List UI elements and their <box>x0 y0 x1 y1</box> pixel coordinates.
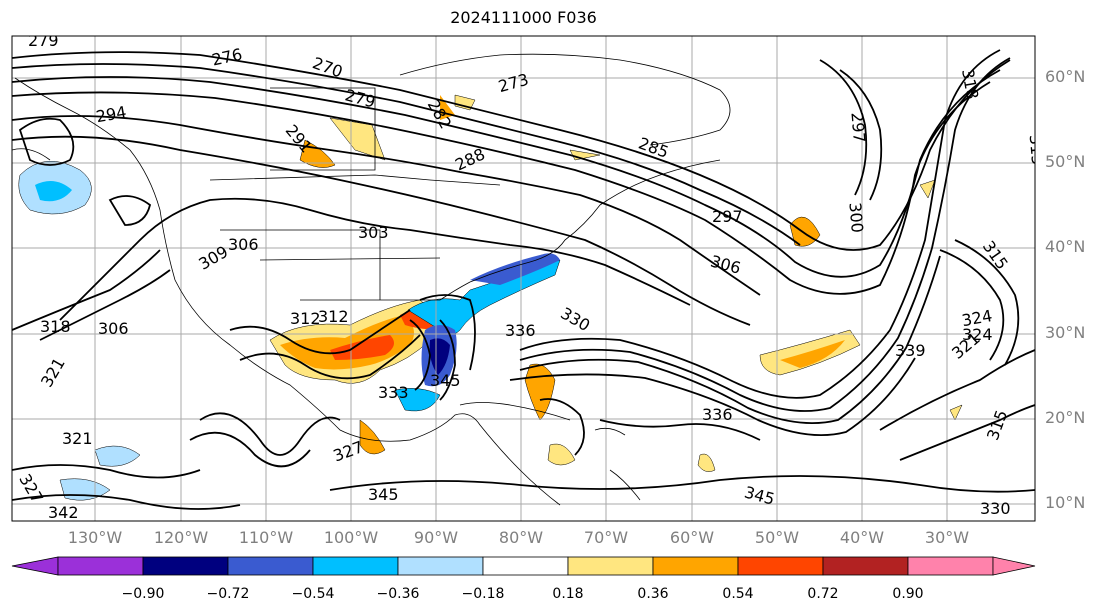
contour-label: 336 <box>702 405 733 424</box>
contour-label: 345 <box>368 485 399 504</box>
contour-label: 342 <box>48 503 79 522</box>
colorbar-tick: 0.72 <box>807 586 839 602</box>
lat-label: 30°N <box>1045 323 1086 342</box>
colorbar-tick: 0.18 <box>552 586 584 602</box>
colorbar-tick: −0.18 <box>461 586 505 602</box>
lon-label: 130°W <box>67 528 123 547</box>
colorbar-swatch <box>482 556 569 576</box>
map-title: 2024111000 F036 <box>450 8 597 27</box>
contour-label: 321 <box>62 429 93 448</box>
lon-label: 30°W <box>924 528 970 547</box>
contour-label: 297 <box>847 111 869 143</box>
colorbar-swatch <box>57 556 144 576</box>
contour-label: 339 <box>895 341 926 360</box>
contour-label: 297 <box>712 207 743 226</box>
colorbar-swatch <box>397 556 484 576</box>
colorbar-tick: −0.36 <box>376 586 420 602</box>
lon-label: 80°W <box>498 528 544 547</box>
lat-label: 10°N <box>1045 493 1086 512</box>
contour-label: 336 <box>505 321 536 340</box>
contour-label: 345 <box>430 371 461 390</box>
contour-label: 330 <box>980 499 1011 518</box>
contour-label: 324 <box>962 325 993 344</box>
contour-label: 306 <box>228 235 259 254</box>
contour-label: 306 <box>98 319 129 338</box>
colorbar-tick: 0.36 <box>637 586 669 602</box>
colorbar-swatch <box>907 556 994 576</box>
colorbar-tick: −0.90 <box>121 586 165 602</box>
lat-label: 50°N <box>1045 152 1086 171</box>
colorbar-swatch <box>142 556 229 576</box>
colorbar <box>11 556 1036 576</box>
colorbar-swatch <box>822 556 909 576</box>
contour-label: 303 <box>358 223 389 242</box>
contour-layer <box>12 49 1035 510</box>
contour-label: 279 <box>28 31 59 50</box>
colorbar-swatch <box>652 556 739 576</box>
map-frame <box>11 35 1036 522</box>
lon-label: 110°W <box>238 528 294 547</box>
lat-label: 20°N <box>1045 408 1086 427</box>
contour-label: 318 <box>40 317 71 336</box>
lon-label: 70°W <box>583 528 629 547</box>
lon-label: 90°W <box>413 528 459 547</box>
graticule <box>12 36 1035 521</box>
colorbar-swatch <box>227 556 314 576</box>
colorbar-tick: −0.72 <box>206 586 250 602</box>
colorbar-swatch <box>567 556 654 576</box>
contour-label: 312 <box>290 309 321 328</box>
lon-label: 100°W <box>323 528 379 547</box>
lat-label: 40°N <box>1045 237 1086 256</box>
lat-label: 60°N <box>1045 67 1086 86</box>
lon-label: 40°W <box>839 528 885 547</box>
colorbar-swatch <box>312 556 399 576</box>
colorbar-tick: 0.54 <box>722 586 754 602</box>
colorbar-swatch <box>737 556 824 576</box>
contour-label: 312 <box>318 307 349 326</box>
colorbar-tick: −0.54 <box>291 586 335 602</box>
colorbar-tick: 0.90 <box>892 586 924 602</box>
contour-label: 315 <box>1026 134 1048 166</box>
lon-label: 60°W <box>669 528 715 547</box>
lon-label: 50°W <box>754 528 800 547</box>
colorbar-max-arrow <box>992 556 1036 576</box>
contour-label: 300 <box>845 202 867 234</box>
contour-label: 333 <box>378 383 409 402</box>
lon-label: 120°W <box>153 528 209 547</box>
colorbar-min-arrow <box>11 556 59 576</box>
